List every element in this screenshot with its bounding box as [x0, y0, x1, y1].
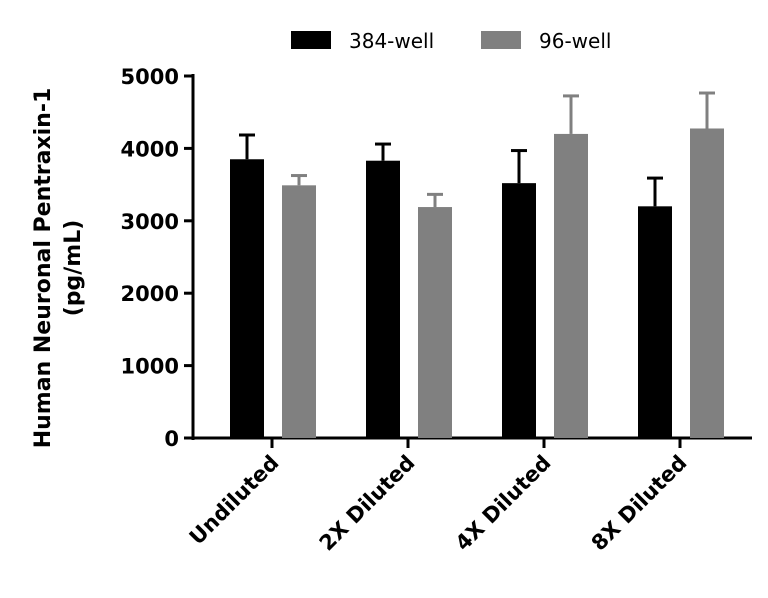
x-tick-label: 2X Diluted	[315, 451, 420, 556]
y-tick-label: 3000	[121, 210, 179, 234]
y-tick-label: 2000	[121, 282, 179, 306]
y-tick-label: 1000	[121, 355, 179, 379]
legend-swatch	[481, 31, 521, 49]
y-tick-label: 5000	[121, 65, 179, 89]
y-axis-label-line2: (pg/mL)	[61, 220, 86, 317]
legend: 384-well 96-well	[291, 29, 611, 53]
bar-384-well	[366, 160, 400, 438]
x-tick-label: 8X Diluted	[587, 451, 692, 556]
x-tick-label: 4X Diluted	[451, 451, 556, 556]
bar-96-well	[418, 207, 452, 438]
bar-384-well	[638, 206, 672, 438]
legend-label: 384-well	[349, 29, 434, 53]
legend-label: 96-well	[539, 29, 611, 53]
y-tick-label: 4000	[121, 137, 179, 161]
x-tick-label: Undiluted	[185, 451, 284, 550]
y-axis-label-line1: Human Neuronal Pentraxin-1	[31, 88, 56, 449]
bar-96-well	[690, 128, 724, 439]
y-axis: 0 1000 2000 3000 4000 5000	[121, 65, 195, 451]
bar-384-well	[502, 183, 536, 438]
bar-384-well	[230, 159, 264, 438]
legend-swatch	[291, 31, 331, 49]
y-tick-label: 0	[164, 427, 179, 451]
bar-96-well	[554, 133, 588, 439]
x-axis: Undiluted 2X Diluted 4X Diluted 8X Diluted	[185, 436, 752, 556]
bar-96-well	[282, 185, 316, 438]
bars	[230, 91, 724, 439]
